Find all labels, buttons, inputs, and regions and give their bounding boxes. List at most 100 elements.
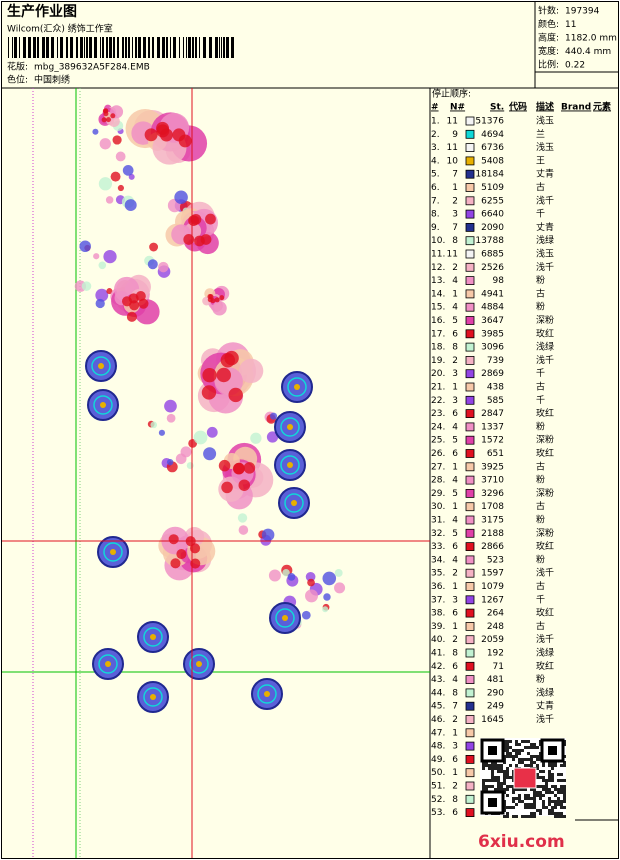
- qr-cell: [512, 749, 515, 752]
- qr-cell: [503, 815, 506, 818]
- row-number: 50.: [431, 768, 445, 778]
- column-header: 元素: [593, 101, 611, 113]
- bud: [307, 578, 315, 587]
- barcode-bar: [192, 37, 194, 58]
- bud: [128, 173, 135, 180]
- qr-cell: [554, 785, 557, 788]
- barcode-bar: [183, 37, 184, 58]
- qr-cell: [563, 791, 566, 794]
- qr-cell: [527, 740, 530, 743]
- color-swatch: [465, 382, 475, 392]
- column-header: #: [431, 103, 439, 113]
- description: 古: [536, 500, 545, 512]
- qr-cell: [548, 803, 551, 806]
- needle: 6: [452, 755, 458, 765]
- qr-cell: [545, 779, 548, 782]
- qr-cell: [536, 764, 539, 767]
- stitches: 13788: [475, 236, 504, 246]
- barcode-bar: [80, 37, 83, 58]
- qr-cell: [563, 800, 566, 803]
- qr-cell: [506, 743, 509, 746]
- row-number: 17.: [431, 329, 445, 339]
- barcode-bar: [57, 37, 58, 58]
- qr-cell: [482, 782, 485, 785]
- bud: [237, 513, 248, 523]
- qr-cell: [491, 764, 494, 767]
- description: 粉: [536, 301, 545, 313]
- qr-cell: [488, 779, 491, 782]
- row-number: 51.: [431, 782, 445, 792]
- barcode-bar: [209, 37, 212, 58]
- rosette-ring: [280, 417, 300, 437]
- stat-value: 1182.0 mm: [565, 34, 617, 44]
- qr-cell: [518, 794, 521, 797]
- description: 浅千: [536, 713, 554, 725]
- stitches: 3985: [481, 329, 504, 339]
- barcode-bar: [199, 37, 200, 58]
- needle: 7: [452, 170, 458, 180]
- color-swatch: [465, 129, 475, 139]
- row-number: 27.: [431, 462, 445, 472]
- stat-label: 高度:: [538, 32, 559, 44]
- petal-core: [243, 462, 256, 474]
- petal: [108, 115, 120, 127]
- stitches: 523: [487, 555, 504, 565]
- qr-cell: [494, 767, 497, 770]
- bud: [98, 261, 107, 270]
- qr-cell: [503, 773, 506, 776]
- color-swatch: [465, 595, 475, 605]
- rosette-ring: [143, 627, 163, 647]
- color-swatch: [465, 755, 475, 764]
- qr-cell: [497, 779, 500, 782]
- needle: 8: [452, 649, 458, 659]
- stitches: 98: [493, 276, 505, 286]
- qr-cell: [542, 764, 545, 767]
- stitches: 2866: [481, 542, 504, 552]
- row-number: 6.: [431, 183, 440, 193]
- barcode-bar: [42, 37, 45, 58]
- qr-cell: [539, 809, 542, 812]
- column-header: N#: [450, 103, 465, 113]
- row-number: 7.: [431, 196, 440, 206]
- stitches: 481: [487, 675, 504, 685]
- qr-cell: [512, 806, 515, 809]
- qr-cell: [503, 788, 506, 791]
- qr-cell: [500, 764, 503, 767]
- needle: 1: [452, 728, 458, 738]
- row-number: 2.: [431, 130, 440, 140]
- column-header: St.: [490, 103, 504, 113]
- barcode-bar: [128, 37, 130, 58]
- stitches: 3647: [481, 316, 504, 326]
- needle: 5: [452, 436, 458, 446]
- qr-cell: [539, 794, 542, 797]
- needle: 8: [452, 795, 458, 805]
- row-number: 26.: [431, 449, 445, 459]
- stitches: 739: [487, 356, 504, 366]
- barcode-bar: [102, 37, 104, 58]
- qr-cell: [548, 788, 551, 791]
- rosette-core: [264, 691, 270, 697]
- qr-cell: [518, 758, 521, 761]
- qr-cell: [560, 773, 563, 776]
- qr-cell: [533, 761, 536, 764]
- bud: [250, 432, 262, 444]
- qr-cell: [515, 743, 518, 746]
- barcode-bar: [46, 37, 49, 58]
- barcode-bar: [117, 37, 119, 58]
- qr-cell: [536, 791, 539, 794]
- stop-title: 停止顺序:: [432, 88, 471, 100]
- description: 深粉: [536, 434, 554, 446]
- qr-cell: [557, 779, 560, 782]
- qr-cell: [551, 779, 554, 782]
- qr-cell: [533, 812, 536, 815]
- qr-cell: [524, 803, 527, 806]
- qr-cell: [497, 788, 500, 791]
- qr-cell: [518, 761, 521, 764]
- stitches: 1337: [481, 422, 504, 432]
- qr-cell: [521, 815, 524, 818]
- description: 千: [536, 368, 545, 379]
- qr-cell: [545, 806, 548, 809]
- color-swatch: [465, 289, 475, 299]
- row-number: 25.: [431, 436, 445, 446]
- qr-cell: [524, 806, 527, 809]
